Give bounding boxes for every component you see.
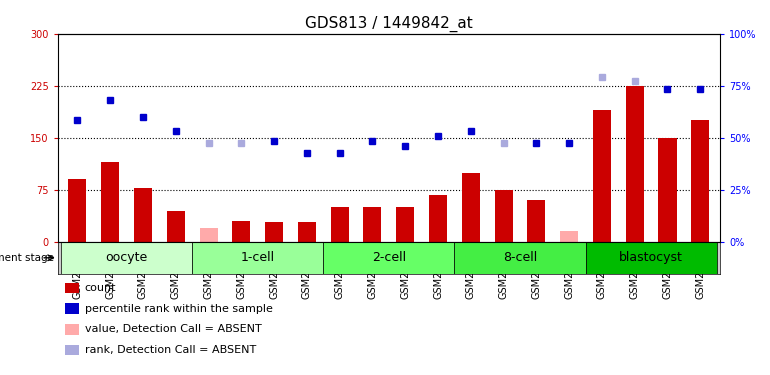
Bar [494, 190, 513, 242]
Text: 2-cell: 2-cell [372, 251, 406, 264]
Text: development stage: development stage [0, 253, 54, 263]
Bar [527, 200, 545, 242]
Bar [101, 162, 119, 242]
Text: 1-cell: 1-cell [241, 251, 275, 264]
Text: value, Detection Call = ABSENT: value, Detection Call = ABSENT [85, 324, 262, 334]
Bar [593, 110, 611, 242]
Bar [192, 242, 323, 274]
Bar [134, 188, 152, 242]
Bar [69, 180, 86, 242]
Text: oocyte: oocyte [105, 251, 148, 264]
Bar [585, 242, 717, 274]
Text: 8-cell: 8-cell [503, 251, 537, 264]
Bar [265, 222, 283, 242]
Bar [462, 172, 480, 242]
Text: rank, Detection Call = ABSENT: rank, Detection Call = ABSENT [85, 345, 256, 355]
Bar [323, 242, 454, 274]
Bar [397, 207, 414, 242]
Bar [626, 86, 644, 242]
Title: GDS813 / 1449842_at: GDS813 / 1449842_at [305, 16, 473, 32]
Bar [330, 207, 349, 242]
Bar [691, 120, 709, 242]
Text: blastocyst: blastocyst [619, 251, 683, 264]
Text: count: count [85, 283, 116, 293]
Bar [61, 242, 192, 274]
Bar [298, 222, 316, 242]
Bar [658, 138, 677, 242]
Bar [233, 221, 250, 242]
Text: percentile rank within the sample: percentile rank within the sample [85, 304, 273, 313]
Bar [167, 211, 185, 242]
Bar [429, 195, 447, 242]
Bar [363, 207, 381, 242]
Bar [199, 228, 218, 242]
Bar [454, 242, 585, 274]
Bar [560, 231, 578, 242]
